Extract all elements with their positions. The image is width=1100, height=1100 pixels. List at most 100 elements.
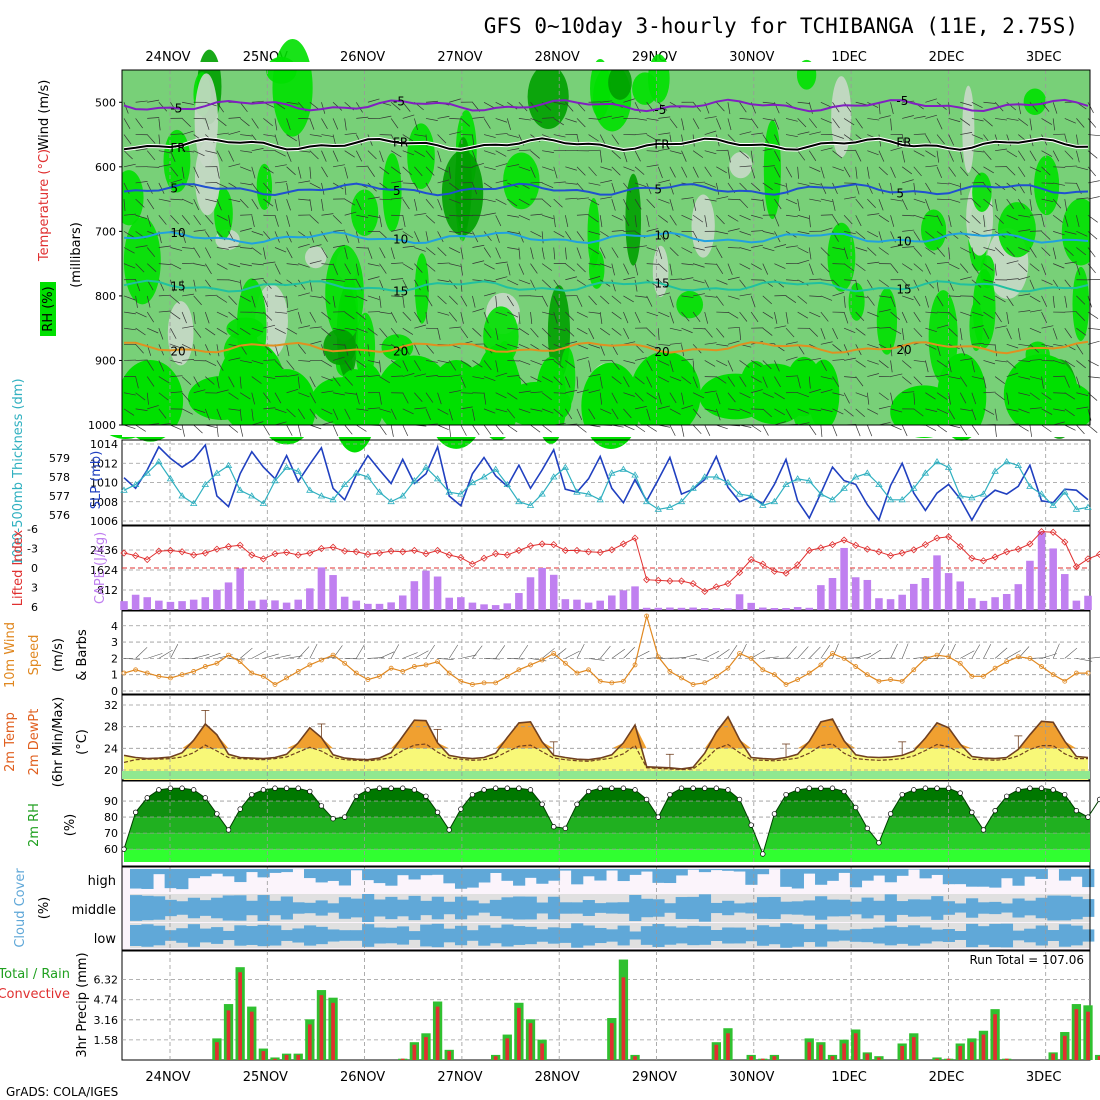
wind-barb xyxy=(240,360,252,364)
wind-barb xyxy=(553,247,556,260)
wind-marker xyxy=(516,667,522,673)
date-label-top: 3DEC xyxy=(1026,50,1062,65)
wind-barb xyxy=(809,198,822,202)
thickness-marker xyxy=(329,496,337,503)
wind-barb xyxy=(1041,392,1052,400)
cloud-bar xyxy=(304,869,317,879)
wind-barb xyxy=(437,328,441,340)
wind-barb xyxy=(286,424,293,436)
wind-barb xyxy=(286,360,295,370)
cape-bar xyxy=(247,600,256,610)
wind-barb xyxy=(1053,182,1065,186)
wind-barb xyxy=(228,117,241,119)
cloud-bar xyxy=(780,923,793,948)
wind-barb xyxy=(332,150,339,162)
wind-barb xyxy=(878,392,889,401)
wind-barb xyxy=(692,199,697,211)
cloud-bar xyxy=(919,869,932,879)
wind-barb xyxy=(576,231,585,242)
wind-barb xyxy=(170,375,183,377)
wind-barb xyxy=(135,214,148,219)
wind-barb xyxy=(971,424,980,435)
cloud-bar xyxy=(826,899,839,917)
wind-marker xyxy=(493,680,499,686)
wind-barb xyxy=(1006,150,1018,158)
cloud-bar xyxy=(513,926,526,945)
cape-bar xyxy=(549,574,558,610)
wind-barb xyxy=(391,295,404,298)
wind-barb xyxy=(599,215,603,228)
wind-barb xyxy=(379,247,386,259)
date-label-bottom: 25NOV xyxy=(243,1070,288,1085)
wind-barb xyxy=(762,295,772,305)
cloud-bar xyxy=(1058,924,1072,947)
wind-barb xyxy=(959,328,963,341)
precip-convective-bar xyxy=(726,1033,730,1060)
cloud-bar xyxy=(176,901,189,915)
wind-barb xyxy=(1076,392,1089,396)
wind-barb xyxy=(844,357,856,361)
wind-barb xyxy=(472,376,485,380)
wind-barb xyxy=(449,247,461,254)
date-axis-bottom: 24NOV 25NOV 26NOV 27NOV 28NOV 29NOV 30NOV 1DEC 2… xyxy=(145,1070,1061,1085)
wind-barb xyxy=(646,150,659,152)
rh-blob xyxy=(827,222,856,292)
wind-barb xyxy=(948,327,958,337)
cloud-bar xyxy=(896,869,909,876)
wind-barb xyxy=(518,214,531,221)
wind-barb xyxy=(902,295,914,301)
wind-barb xyxy=(762,392,774,398)
thickness-marker xyxy=(1061,488,1069,495)
wind-marker xyxy=(632,662,638,668)
wind-barb xyxy=(286,118,291,130)
rh-marker xyxy=(365,787,371,793)
wind-barb xyxy=(274,118,278,131)
wind-barb xyxy=(611,263,615,276)
wind-barb xyxy=(158,408,167,419)
wind-barb xyxy=(321,376,333,382)
wind-barb xyxy=(878,102,881,115)
wind-barb xyxy=(263,295,269,308)
panel-frame xyxy=(121,69,1091,426)
wind-barb xyxy=(135,198,145,208)
rh-blob xyxy=(391,391,423,433)
rh-marker xyxy=(690,785,696,791)
rh-marker xyxy=(1085,814,1091,820)
rh-marker xyxy=(330,816,336,822)
wind-marker xyxy=(168,675,173,681)
cape-bar xyxy=(329,575,337,610)
wind-barb xyxy=(344,247,348,260)
wind-barb xyxy=(750,166,756,179)
wind-barb xyxy=(146,295,151,308)
wind-barb xyxy=(495,343,507,350)
wind-barb xyxy=(193,389,206,394)
cloud-bar xyxy=(164,930,177,941)
cloud-bar xyxy=(617,869,630,882)
wind-barb xyxy=(321,360,332,367)
precip-tick: 1.58 xyxy=(94,1034,119,1047)
wind-barb xyxy=(263,359,276,361)
wind-barb xyxy=(716,295,724,306)
li-tick: 3 xyxy=(31,582,38,595)
wind-barb xyxy=(901,263,913,271)
wind-barb xyxy=(890,360,893,373)
wind-barb xyxy=(1087,656,1100,659)
temp-base-band xyxy=(122,771,1090,779)
wind-barb xyxy=(495,179,508,184)
rh-marker xyxy=(713,785,719,791)
wind-barb xyxy=(449,263,461,267)
li-marker xyxy=(515,546,523,555)
cloud-axis-label-2: (%) xyxy=(37,897,52,920)
cloud-bar xyxy=(931,929,944,942)
wind-barb xyxy=(507,360,520,362)
cloud-bar xyxy=(896,901,909,915)
wind-barb xyxy=(797,408,809,414)
wind-barb xyxy=(1052,118,1055,131)
wind-barb xyxy=(925,198,930,211)
wind-barb xyxy=(809,166,821,172)
rh-blob xyxy=(214,188,233,240)
cloud-bar xyxy=(222,869,235,877)
wind-barb xyxy=(925,392,936,400)
wind-barb xyxy=(890,295,896,308)
li-marker xyxy=(666,577,674,585)
